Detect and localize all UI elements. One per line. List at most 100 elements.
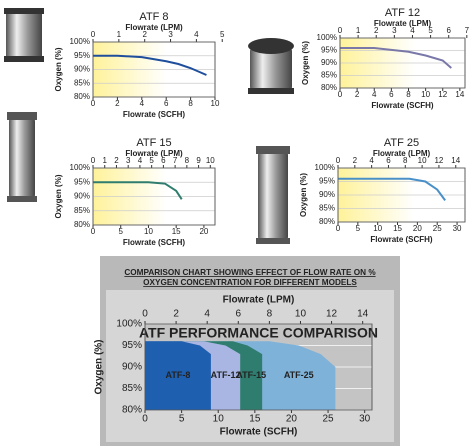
x2-tick-label: 5	[220, 30, 225, 39]
x-tick-label: 10	[373, 224, 382, 233]
heading: COMPARISON CHART SHOWING EFFECT OF FLOW …	[124, 268, 376, 287]
x2-tick-label: 0	[338, 26, 343, 35]
x2-tick-label: 10	[206, 156, 215, 165]
x2-axis-label: Flowrate (LPM)	[373, 149, 431, 158]
x2-tick-label: 0	[91, 156, 96, 165]
y-tick-label: 90%	[319, 190, 335, 199]
y-tick-label: 95%	[319, 177, 335, 186]
x-tick-label: 5	[119, 227, 124, 236]
x2-tick-label: 12	[434, 156, 443, 165]
x2-tick-label: 1	[117, 30, 122, 39]
device-image	[248, 38, 294, 94]
x2-tick-label: 2	[114, 156, 119, 165]
x-tick-label: 6	[164, 99, 169, 108]
x-tick-label: 15	[172, 227, 181, 236]
y-tick-label: 80%	[122, 405, 142, 416]
x2-axis-label: Flowrate (LPM)	[223, 295, 295, 306]
x-tick-label: 20	[413, 224, 422, 233]
x-tick-label: 6	[389, 90, 394, 99]
x2-axis-label: Flowrate (LPM)	[374, 19, 432, 28]
x-axis-label: Flowrate (SCFH)	[220, 427, 298, 438]
x2-tick-label: 10	[418, 156, 427, 165]
x-axis-label: Flowrate (SCFH)	[371, 101, 434, 110]
plot-border	[92, 41, 216, 98]
x-tick-label: 8	[406, 90, 411, 99]
charts: ATF 8 Flowrate (LPM) Flowrate (SCFH) Oxygen…	[54, 7, 469, 438]
y-axis-label: Oxygen (%)	[94, 339, 105, 394]
data-line	[93, 181, 183, 200]
plot-border	[339, 37, 466, 89]
chart-title: ATF 15	[136, 137, 171, 149]
y-tick-label: 80%	[319, 217, 335, 226]
x2-tick-label: 0	[336, 156, 341, 165]
y-tick-label: 90%	[122, 362, 142, 373]
x2-tick-label: 5	[428, 26, 433, 35]
y-tick-label: 100%	[70, 163, 90, 172]
x2-tick-label: 9	[196, 156, 201, 165]
data-area	[145, 341, 211, 410]
x-axis-label: Flowrate (SCFH)	[123, 110, 186, 119]
plot-border	[92, 167, 216, 226]
x2-tick-label: 8	[267, 309, 273, 320]
x2-tick-label: 4	[369, 156, 374, 165]
x2-tick-label: 1	[103, 156, 108, 165]
y-axis-label: Oxygen (%)	[54, 47, 63, 91]
x2-tick-label: 7	[173, 156, 178, 165]
y-tick-label: 85%	[74, 206, 90, 215]
x2-tick-label: 14	[357, 309, 369, 320]
x2-tick-label: 2	[353, 156, 358, 165]
x-tick-label: 5	[179, 414, 185, 425]
chart-title: ATF 8	[139, 11, 168, 23]
x2-tick-label: 4	[410, 26, 415, 35]
data-line	[93, 54, 207, 76]
x-tick-label: 5	[356, 224, 361, 233]
y-tick-label: 80%	[74, 92, 90, 101]
y-axis-label: Oxygen (%)	[54, 174, 63, 218]
y-tick-label: 100%	[317, 33, 337, 42]
x-tick-label: 30	[453, 224, 462, 233]
x2-tick-label: 14	[451, 156, 460, 165]
x2-tick-label: 3	[168, 30, 173, 39]
x-tick-label: 4	[140, 99, 145, 108]
chart-title: ATF PERFORMANCE COMPARISON	[139, 325, 378, 341]
data-line	[340, 47, 452, 69]
x-tick-label: 10	[213, 414, 225, 425]
x-tick-label: 0	[91, 99, 96, 108]
plot-border	[144, 323, 373, 411]
x-tick-label: 12	[438, 90, 447, 99]
y-tick-label: 90%	[321, 58, 337, 67]
y-tick-label: 85%	[122, 383, 142, 394]
x-tick-label: 2	[355, 90, 360, 99]
x2-tick-label: 0	[142, 309, 148, 320]
x2-tick-label: 12	[326, 309, 338, 320]
x2-tick-label: 2	[142, 30, 147, 39]
x2-tick-label: 4	[194, 30, 199, 39]
y-tick-label: 85%	[74, 78, 90, 87]
x-tick-label: 25	[433, 224, 442, 233]
x2-tick-label: 6	[236, 309, 242, 320]
y-tick-label: 80%	[74, 220, 90, 229]
series-label: ATF-25	[284, 370, 314, 380]
x2-tick-label: 0	[91, 30, 96, 39]
x-tick-label: 4	[372, 90, 377, 99]
y-tick-label: 95%	[74, 177, 90, 186]
x-tick-label: 0	[142, 414, 148, 425]
x2-tick-label: 6	[446, 26, 451, 35]
x-tick-label: 25	[323, 414, 335, 425]
y-tick-label: 100%	[70, 37, 90, 46]
y-tick-label: 95%	[321, 46, 337, 55]
x-tick-label: 10	[144, 227, 153, 236]
x-tick-label: 0	[336, 224, 341, 233]
y-tick-label: 85%	[319, 204, 335, 213]
x-tick-label: 0	[91, 227, 96, 236]
y-tick-label: 90%	[74, 192, 90, 201]
x-axis-label: Flowrate (SCFH)	[370, 235, 433, 244]
x2-tick-label: 1	[356, 26, 361, 35]
x-tick-label: 20	[286, 414, 298, 425]
series-label: ATF-8	[166, 370, 191, 380]
x2-tick-label: 10	[295, 309, 307, 320]
y-tick-label: 95%	[122, 340, 142, 351]
y-axis-label: Oxygen (%)	[299, 173, 308, 217]
plot-border	[337, 167, 466, 223]
device-image	[7, 112, 37, 202]
